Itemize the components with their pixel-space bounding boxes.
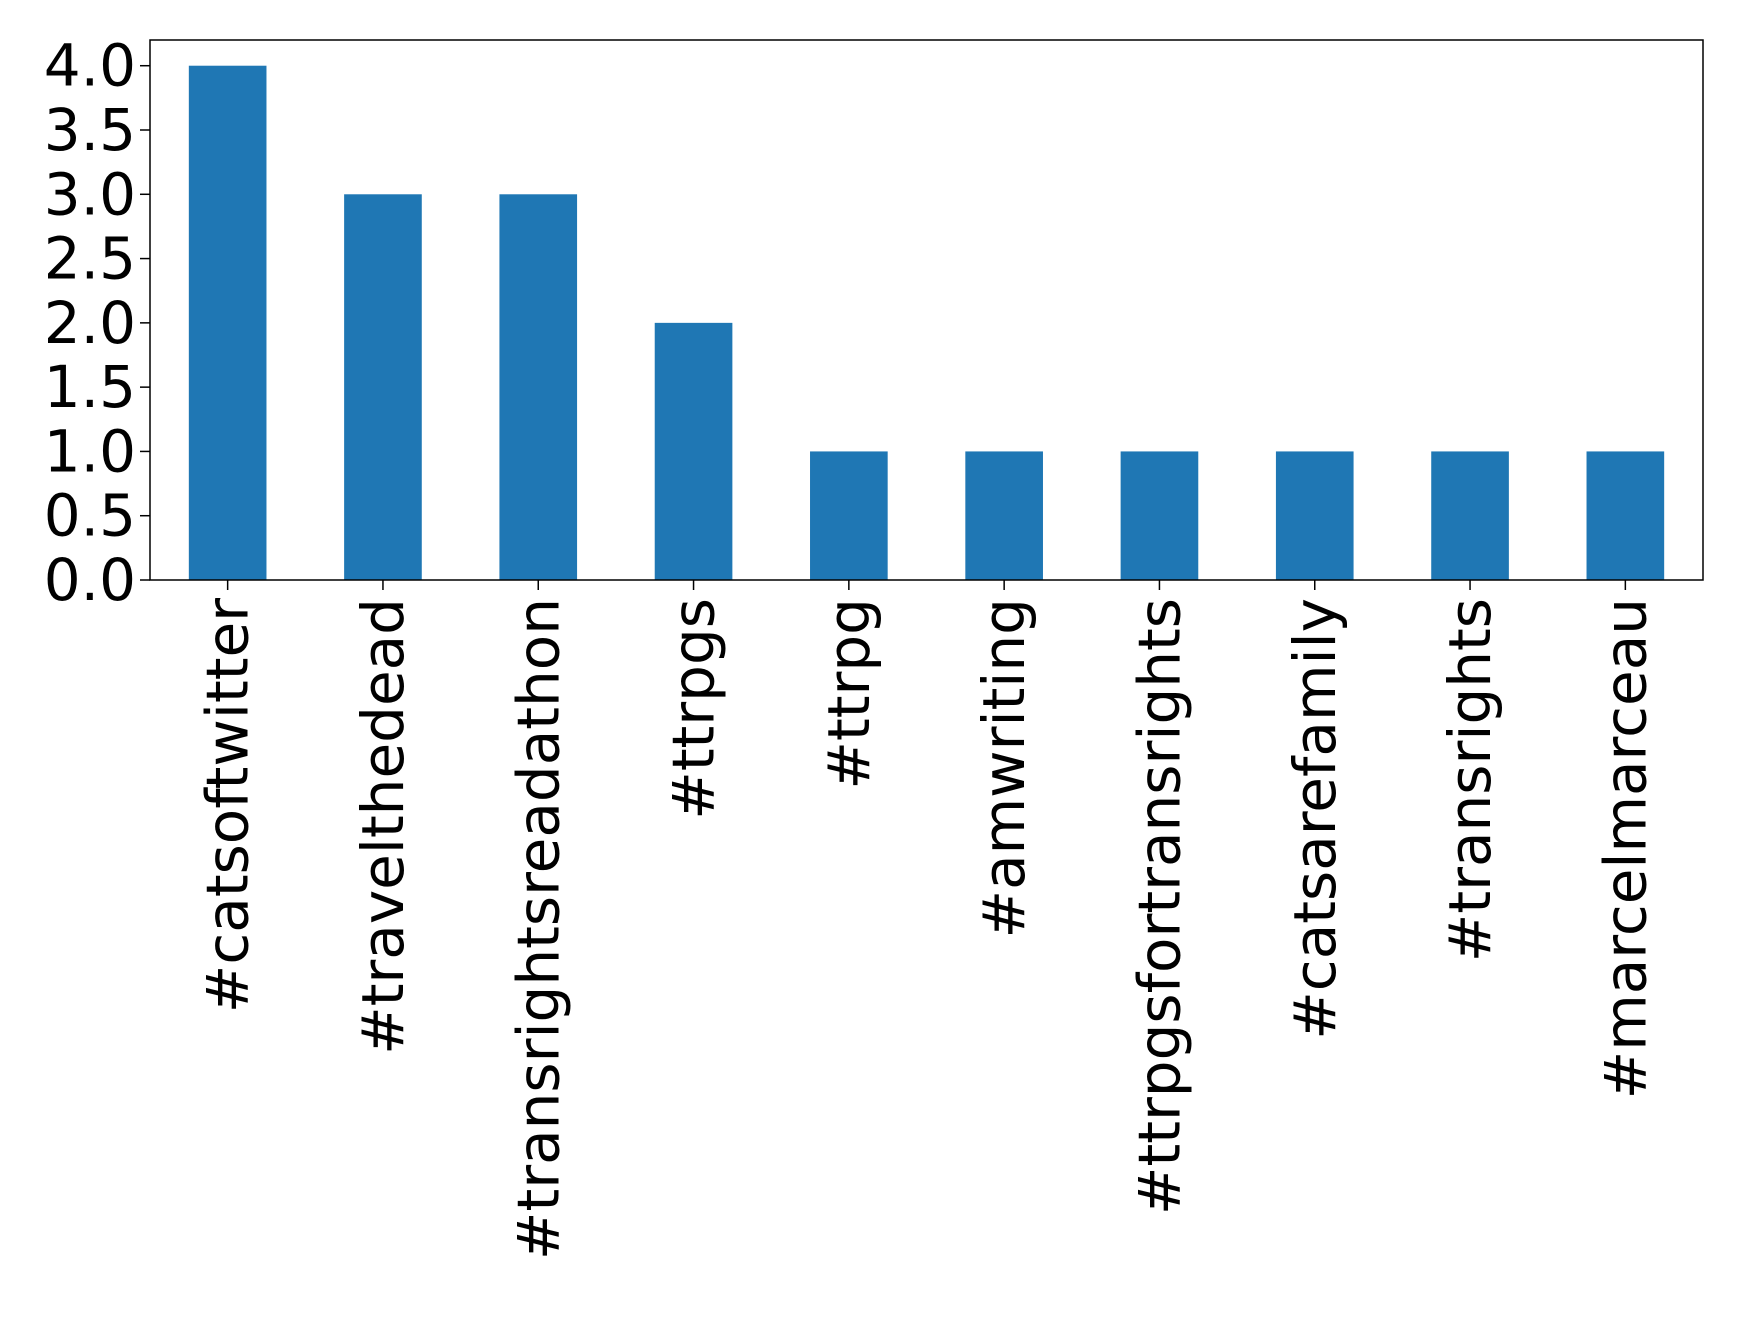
bar xyxy=(188,65,267,580)
y-tick-label: 1.5 xyxy=(44,353,136,421)
x-tick-label: #ttrpgsfortransrights xyxy=(1125,598,1193,1215)
x-axis: #catsoftwitter #travelthedead #transrights… xyxy=(194,580,1659,1260)
bar-group xyxy=(188,65,1665,581)
y-tick-label: 0.5 xyxy=(44,482,136,550)
y-tick-label: 1.0 xyxy=(44,417,136,485)
x-tick-label: #transrights xyxy=(1436,598,1504,962)
y-tick-label: 2.5 xyxy=(44,225,136,293)
bar xyxy=(1586,451,1665,580)
x-tick-label: #ttrpgs xyxy=(660,598,728,820)
y-tick-label: 0.0 xyxy=(44,546,136,614)
bar xyxy=(810,451,888,580)
bar xyxy=(499,194,578,581)
bar xyxy=(965,451,1043,580)
x-tick-label: #amwriting xyxy=(970,598,1038,938)
y-axis: 0.00.51.01.52.02.53.03.54.0 xyxy=(44,32,150,614)
x-tick-label: #catsarefamily xyxy=(1281,598,1349,1040)
bar xyxy=(654,322,733,580)
bar xyxy=(1275,451,1354,580)
x-tick-label: #catsoftwitter xyxy=(194,598,262,1013)
x-tick-label: #ttrpg xyxy=(815,598,883,790)
y-tick-label: 3.0 xyxy=(44,160,136,228)
x-tick-label: #transrightsreadathon xyxy=(504,598,572,1260)
x-tick-label: #travelthedead xyxy=(349,598,417,1055)
bar xyxy=(1431,451,1509,580)
x-tick-label: #marcelmarceau xyxy=(1591,598,1659,1099)
bar xyxy=(344,194,422,581)
bar xyxy=(1120,451,1199,580)
y-tick-label: 4.0 xyxy=(44,32,136,100)
plot-frame xyxy=(149,39,1704,581)
y-tick-label: 3.5 xyxy=(44,96,136,164)
y-tick-label: 2.0 xyxy=(44,289,136,357)
